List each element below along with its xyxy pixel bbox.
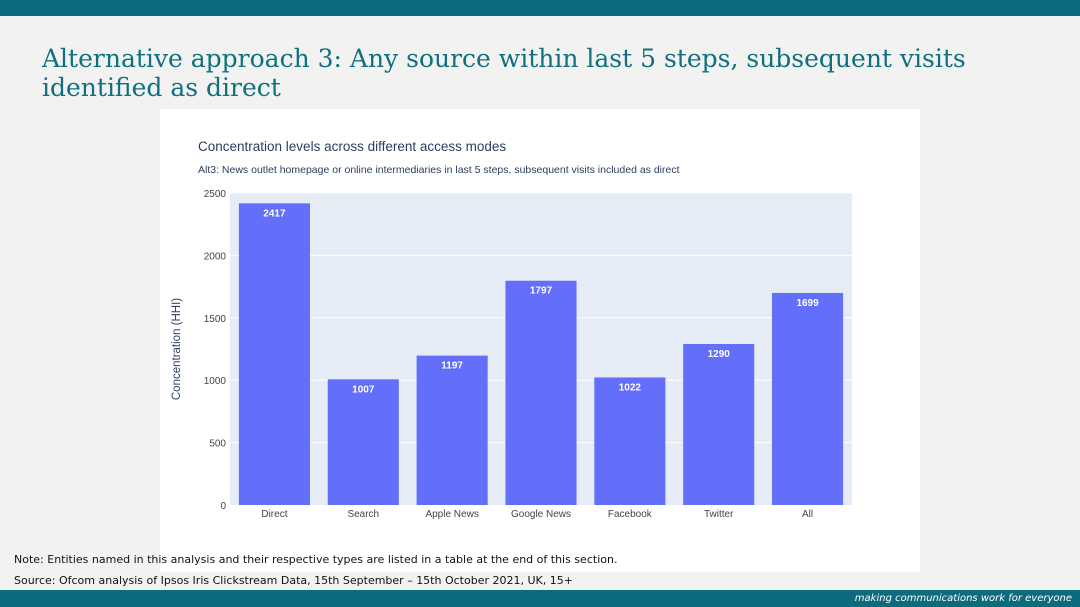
y-tick-label: 2000 — [204, 251, 227, 262]
x-tick-label: Google News — [511, 509, 571, 520]
slide-title: Alternative approach 3: Any source withi… — [42, 44, 966, 102]
bar-direct — [238, 203, 310, 505]
bar-search — [327, 379, 399, 505]
bar-value-label: 1290 — [708, 349, 731, 360]
tagline-main: making communications work — [854, 593, 1009, 604]
chart-subtitle: Alt3: News outlet homepage or online int… — [198, 164, 680, 176]
bar-value-label: 1197 — [441, 361, 463, 372]
bar-value-label: 1022 — [619, 382, 642, 393]
tagline: making communications work for everyone — [855, 591, 1072, 606]
bar-value-label: 1699 — [796, 298, 819, 309]
bar-facebook — [594, 377, 666, 505]
x-tick-label: All — [802, 509, 813, 520]
x-tick-label: Apple News — [425, 509, 478, 520]
footnote: Note: Entities named in this analysis an… — [14, 553, 618, 566]
bar-all — [772, 292, 844, 505]
chart-title: Concentration levels across different ac… — [198, 139, 506, 154]
y-tick-label: 500 — [209, 439, 226, 450]
bar-twitter — [683, 344, 755, 505]
x-tick-label: Search — [347, 509, 379, 520]
bar-value-label: 1007 — [352, 384, 375, 395]
bar-value-label: 2417 — [263, 208, 286, 219]
x-tick-label: Direct — [261, 509, 287, 520]
y-tick-label: 2500 — [204, 189, 227, 200]
bar-apple-news — [416, 355, 488, 505]
y-tick-label: 0 — [220, 501, 226, 512]
x-tick-label: Facebook — [608, 509, 653, 520]
chart-panel: Concentration levels across different ac… — [160, 109, 920, 572]
tagline-emphasis: for everyone — [1008, 593, 1072, 604]
bar-value-label: 1797 — [530, 286, 553, 297]
bar-chart: Concentration levels across different ac… — [171, 139, 852, 520]
y-tick-label: 1500 — [204, 314, 227, 325]
source-note: Source: Ofcom analysis of Ipsos Iris Cli… — [14, 574, 573, 587]
top-brand-bar — [0, 0, 1080, 16]
y-tick-label: 1000 — [204, 376, 227, 387]
y-axis-label: Concentration (HHI) — [171, 298, 183, 400]
x-tick-label: Twitter — [704, 509, 734, 520]
bottom-brand-bar: making communications work for everyone — [0, 590, 1080, 607]
bar-google-news — [505, 280, 577, 505]
